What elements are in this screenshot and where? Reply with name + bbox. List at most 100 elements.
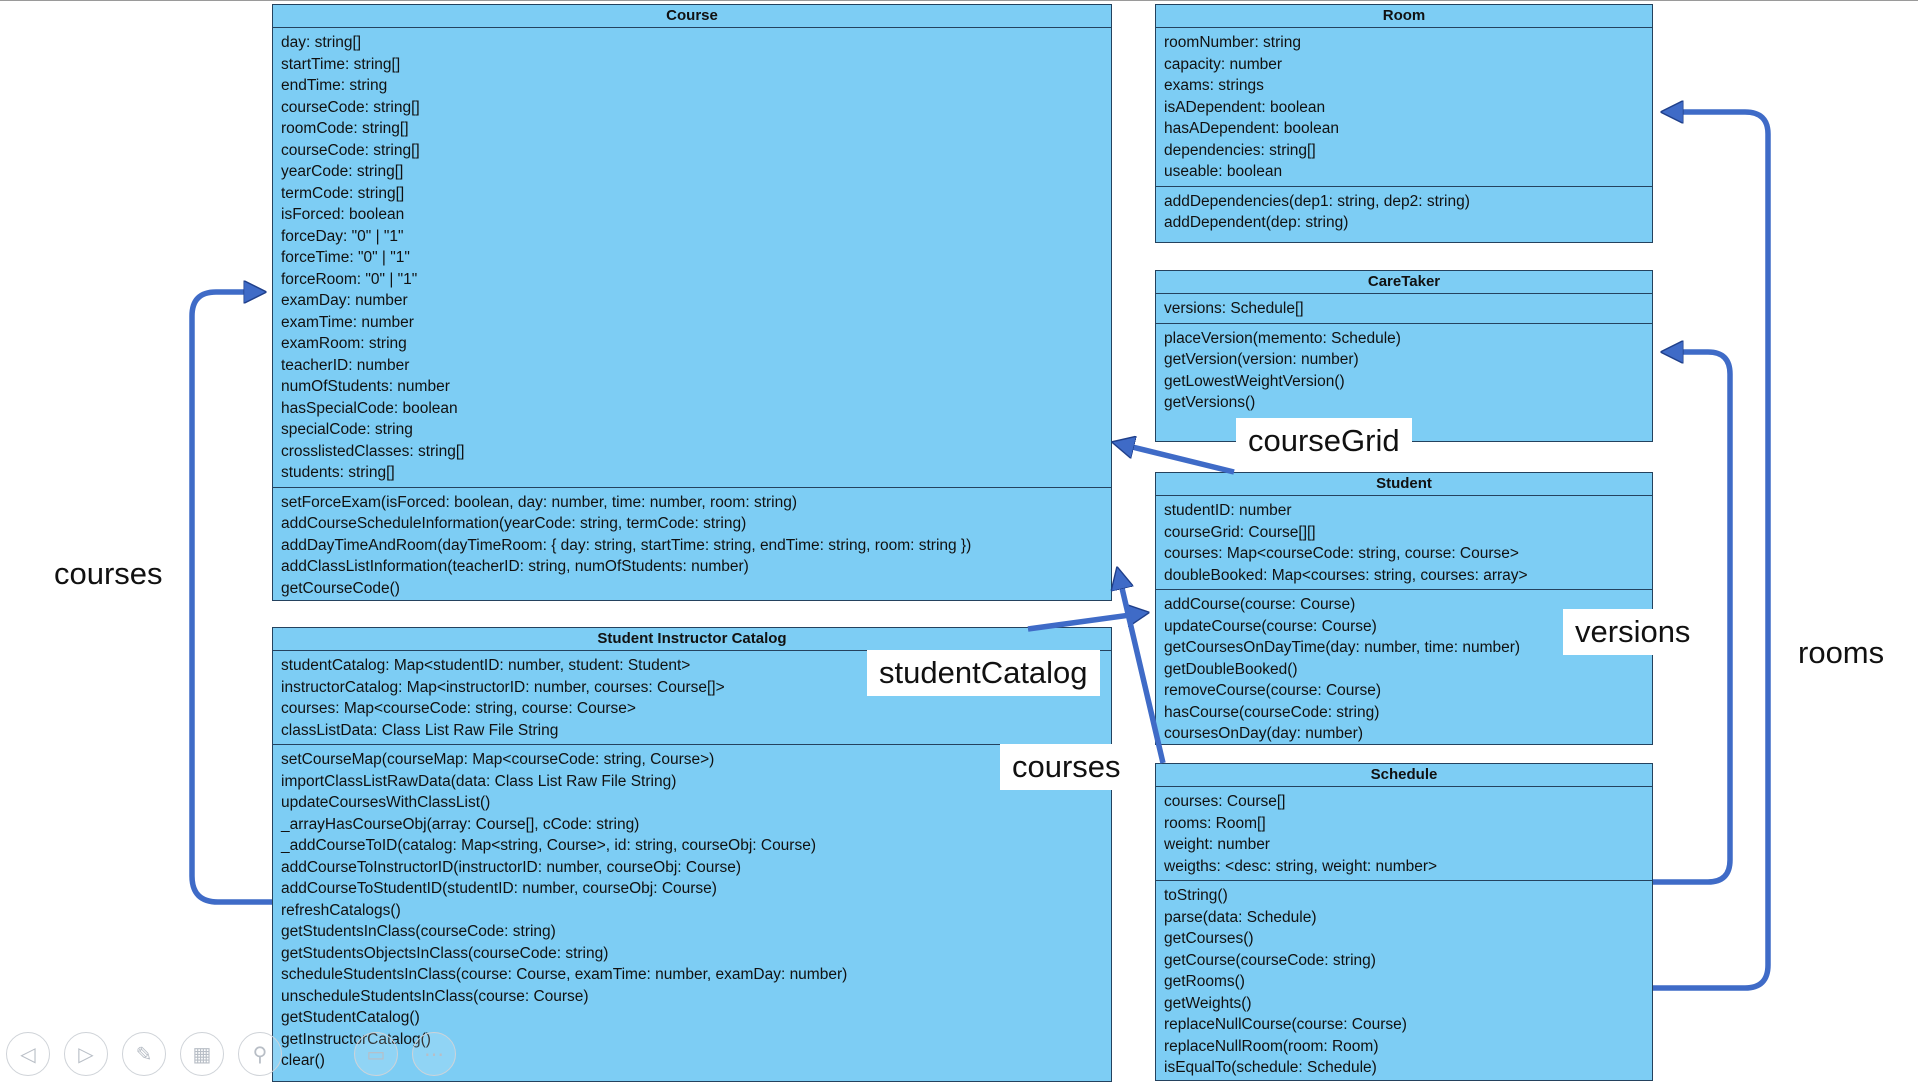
pen-button[interactable]: ✎ (122, 1032, 166, 1076)
method-line: importClassListRawData(data: Class List … (281, 772, 677, 790)
method-line: scheduleStudentsInClass(course: Course, … (281, 966, 848, 983)
method-line: getDoubleBooked() (1164, 660, 1298, 678)
methods-section: placeVersion(memento: Schedule) getVersio… (1156, 322, 1652, 417)
arrow-schedule-to-course (1118, 571, 1166, 764)
attribute-line: studentCatalog: Map<studentID: number, s… (281, 657, 691, 674)
see-all-slides-button[interactable]: ▦ (180, 1032, 224, 1076)
attribute-line: hasSpecialCode: boolean (281, 399, 458, 417)
method-line: updateCoursesWithClassList() (281, 794, 491, 811)
attribute-line: examTime: number (281, 313, 414, 331)
attribute-line: crosslistedClasses: string[] (281, 442, 465, 460)
attribute-line: startTime: string[] (281, 55, 401, 73)
method-line: addDayTimeAndRoom(dayTimeRoom: { day: st… (281, 536, 972, 554)
attribute-line: numOfStudents: number (281, 378, 450, 395)
subtitles-off-icon: ▭ (366, 1043, 386, 1066)
method-line: toString() (1164, 887, 1228, 904)
method-line: getStudentsObjectsInClass(courseCode: st… (281, 944, 609, 962)
arrow-student-to-course (1116, 443, 1235, 475)
method-line: updateCourse(course: Course) (1164, 617, 1377, 635)
previous-icon: ◁ (20, 1043, 36, 1066)
attribute-line: specialCode: string (281, 421, 413, 438)
attribute-line: yearCode: string[] (281, 163, 404, 180)
attribute-line: students: string[] (281, 464, 395, 481)
label-course-grid: courseGrid (1236, 418, 1412, 464)
attribute-line: examRoom: string (281, 335, 407, 352)
next-icon: ▷ (78, 1043, 94, 1066)
attribute-line: versions: Schedule[] (1164, 300, 1304, 317)
subtitles-button[interactable]: ▭ (354, 1032, 398, 1076)
more-options-button[interactable]: ⋯ (412, 1032, 456, 1076)
attribute-line: weigths: <desc: string, weight: number> (1164, 857, 1438, 875)
label-courses-mid: courses (1000, 744, 1133, 790)
attribute-line: isADependent: boolean (1164, 98, 1326, 116)
method-line: _arrayHasCourseObj(array: Course[], cCod… (281, 815, 640, 833)
attribute-line: roomNumber: string (1164, 34, 1301, 51)
zoom-icon: ⚲ (252, 1043, 268, 1066)
next-slide-button[interactable]: ▷ (64, 1032, 108, 1076)
attribute-line: weight: number (1164, 836, 1270, 853)
attribute-line: hasADependent: boolean (1164, 120, 1339, 137)
course-class: Course day: string[] startTime: string[] en… (272, 4, 1112, 601)
attribute-line: useable: boolean (1164, 163, 1283, 180)
class-title: Student (1156, 473, 1652, 496)
label-student-catalog: studentCatalog (867, 650, 1100, 696)
method-line: getCourse(courseCode: string) (1164, 951, 1376, 969)
method-line: clear() (281, 1052, 325, 1069)
attribute-line: courseCode: string[] (281, 98, 420, 116)
method-line: _addCourseToID(catalog: Map<string, Cour… (281, 837, 816, 854)
student-instructor-catalog-class: Student Instructor Catalog studentCatalog… (272, 627, 1112, 1082)
method-line: coursesOnDay(day: number) (1164, 725, 1363, 742)
zoom-button[interactable]: ⚲ (238, 1032, 282, 1076)
previous-slide-button[interactable]: ◁ (6, 1032, 50, 1076)
method-line: getStudentsInClass(courseCode: string) (281, 923, 556, 940)
attribute-line: examDay: number (281, 292, 408, 309)
slides-icon: ▦ (192, 1043, 212, 1066)
attributes-section: studentCatalog: Map<studentID: number, s… (273, 651, 1111, 744)
method-line: refreshCatalogs() (281, 901, 401, 919)
student-class: Student studentID: number courseGrid: Cour… (1155, 472, 1653, 745)
attribute-line: exams: strings (1164, 77, 1264, 94)
attribute-line: forceRoom: "0" | "1" (281, 270, 418, 288)
methods-section: addCourse(course: Course) updateCourse(co… (1156, 589, 1652, 748)
label-rooms: rooms (1786, 630, 1897, 676)
method-line: getCoursesOnDayTime(day: number, time: n… (1164, 639, 1521, 656)
attribute-line: courses: Map<courseCode: string, course:… (281, 700, 636, 717)
methods-section: setCourseMap(courseMap: Map<courseCode: … (273, 744, 1111, 1075)
method-line: parse(data: Schedule) (1164, 908, 1317, 926)
method-line: getRooms() (1164, 973, 1245, 990)
attribute-line: forceTime: "0" | "1" (281, 249, 410, 266)
attribute-line: roomCode: string[] (281, 120, 409, 137)
method-line: unscheduleStudentsInClass(course: Course… (281, 987, 589, 1005)
caretaker-class: CareTaker versions: Schedule[] placeVersio… (1155, 270, 1653, 442)
methods-section: setForceExam(isForced: boolean, day: num… (273, 486, 1111, 603)
attributes-section: versions: Schedule[] (1156, 294, 1652, 323)
attributes-section: day: string[] startTime: string[] endTime:… (273, 28, 1111, 487)
pen-icon: ✎ (135, 1043, 153, 1066)
method-line: getCourseCode() (281, 579, 400, 597)
method-line: hasCourse(courseCode: string) (1164, 703, 1380, 721)
method-line: replaceNullRoom(room: Room) (1164, 1037, 1379, 1055)
class-title: Schedule (1156, 764, 1652, 787)
class-title: CareTaker (1156, 271, 1652, 294)
method-line: getStudentCatalog() (281, 1009, 420, 1026)
attribute-line: classListData: Class List Raw File Strin… (281, 721, 559, 739)
method-line: addDependencies(dep1: string, dep2: stri… (1164, 192, 1470, 210)
attribute-line: day: string[] (281, 34, 362, 51)
method-line: setCourseMap(courseMap: Map<courseCode: … (281, 751, 715, 768)
schedule-class: Schedule courses: Course[] rooms: Room[] we… (1155, 763, 1653, 1081)
method-line: addCourse(course: Course) (1164, 596, 1356, 613)
attribute-line: rooms: Room[] (1164, 814, 1266, 832)
method-line: getLowestWeightVersion() (1164, 372, 1345, 390)
attribute-line: dependencies: string[] (1164, 141, 1316, 159)
class-title: Room (1156, 5, 1652, 28)
attribute-line: capacity: number (1164, 55, 1283, 73)
method-line: setForceExam(isForced: boolean, day: num… (281, 493, 798, 511)
method-line: isEqualTo(schedule: Schedule) (1164, 1059, 1377, 1076)
attribute-line: instructorCatalog: Map<instructorID: num… (281, 678, 725, 696)
label-versions: versions (1563, 609, 1703, 655)
method-line: addCourseToInstructorID(instructorID: nu… (281, 858, 742, 876)
more-icon: ⋯ (424, 1043, 444, 1066)
top-border (0, 0, 1918, 1)
method-line: addCourseToStudentID(studentID: number, … (281, 880, 717, 897)
attribute-line: courseCode: string[] (281, 141, 420, 159)
